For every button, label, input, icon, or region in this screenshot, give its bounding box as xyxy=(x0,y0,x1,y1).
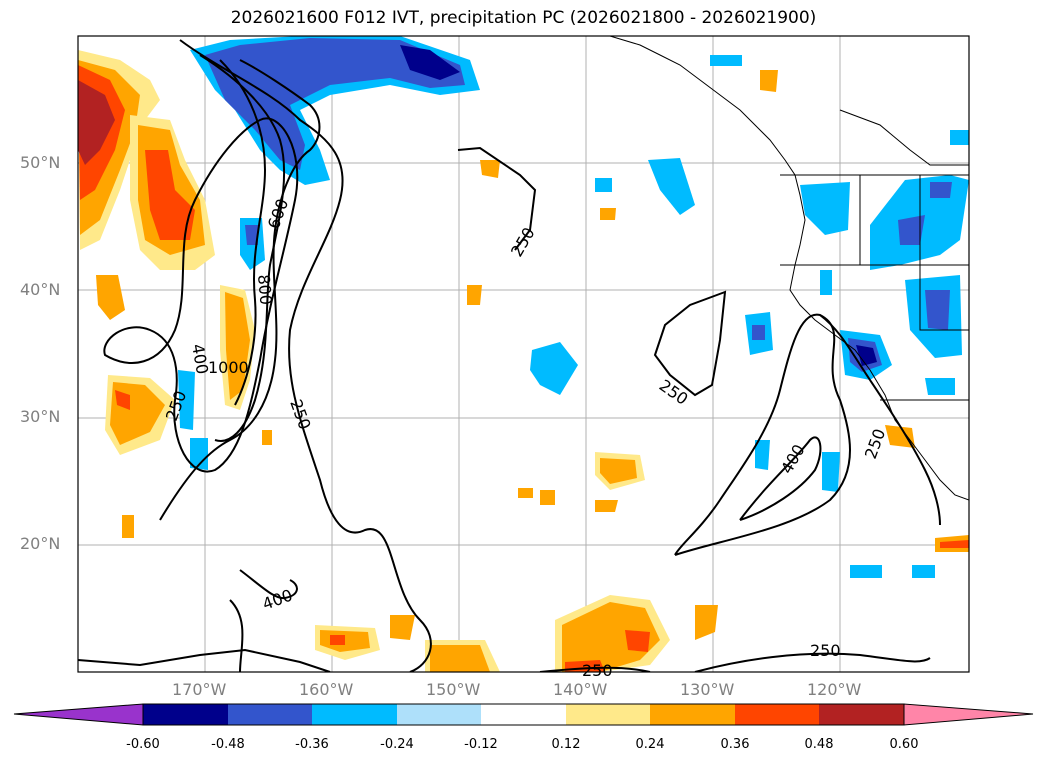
contour-label: 250 xyxy=(507,224,539,260)
colorbar-segment xyxy=(228,704,312,725)
contour-label: 800 xyxy=(254,274,276,306)
contour-250-south xyxy=(539,666,651,672)
colorbar-tick-label: -0.12 xyxy=(464,737,498,752)
contour-label: 250 xyxy=(286,397,314,432)
gridlines xyxy=(78,36,969,672)
canada-border xyxy=(839,109,969,166)
colorbar-extend-low xyxy=(14,704,143,725)
contour-label-group: 250 400 600 800 1000 250 250 400 250 250… xyxy=(162,196,889,680)
contour-250-mid-east xyxy=(653,290,727,397)
ivt-contours xyxy=(78,39,941,672)
colorbar-extend-high xyxy=(904,704,1033,725)
colorbar-tick-label: -0.36 xyxy=(295,737,329,752)
state-borders xyxy=(780,174,969,331)
colorbar-tick-label: 0.36 xyxy=(720,737,750,752)
colorbar-tick-label: 0.12 xyxy=(551,737,581,752)
lon-label-150w: 150°W xyxy=(426,680,481,699)
colorbar-tick-label: -0.60 xyxy=(126,737,160,752)
contour-250-southeast xyxy=(694,652,931,672)
colorbar-tick-label: 0.60 xyxy=(889,737,919,752)
lat-label-30n: 30°N xyxy=(20,407,61,426)
contour-label: 600 xyxy=(264,196,292,231)
lat-label-50n: 50°N xyxy=(20,153,61,172)
contour-lower-west xyxy=(229,599,244,672)
colorbar-tick-label: 0.48 xyxy=(804,737,834,752)
contour-400-west xyxy=(103,117,299,473)
contour-600 xyxy=(199,54,286,442)
colorbar-segment xyxy=(566,704,650,725)
colorbar-segment xyxy=(397,704,481,725)
lat-label-40n: 40°N xyxy=(20,280,61,299)
contour-label: 250 xyxy=(582,661,613,680)
contour-label: 1000 xyxy=(208,358,249,377)
contour-label: 250 xyxy=(861,426,889,461)
north-america-coast xyxy=(609,36,969,501)
contour-250-left xyxy=(179,39,432,672)
colorbar-segment xyxy=(650,704,735,725)
lon-label-120w: 120°W xyxy=(807,680,862,699)
colorbar-segment xyxy=(735,704,819,725)
contour-800 xyxy=(219,59,267,406)
map-frame xyxy=(77,35,970,673)
contour-label: 250 xyxy=(656,376,692,409)
colorbar-segment xyxy=(819,704,904,725)
lon-label-130w: 130°W xyxy=(680,680,735,699)
contour-400-east xyxy=(739,436,822,521)
map-title: 2026021600 F012 IVT, precipitation PC (2… xyxy=(230,8,817,28)
precip-positive-shading xyxy=(78,50,969,672)
colorbar-tick-label: -0.48 xyxy=(211,737,245,752)
lon-label-160w: 160°W xyxy=(299,680,354,699)
lon-label-140w: 140°W xyxy=(553,680,608,699)
colorbar xyxy=(13,703,1034,726)
contour-label: 250 xyxy=(810,641,841,660)
contour-400-south xyxy=(239,569,298,600)
colorbar-tick-label: -0.24 xyxy=(380,737,414,752)
colorbar-segment xyxy=(143,704,228,725)
colorbar-tick-label: 0.24 xyxy=(635,737,665,752)
colorbar-segment xyxy=(481,704,566,725)
contour-250-bottom xyxy=(78,648,331,672)
lon-label-170w: 170°W xyxy=(172,680,227,699)
coastlines xyxy=(609,36,969,501)
lat-label-20n: 20°N xyxy=(20,534,61,553)
colorbar-segment xyxy=(312,704,397,725)
contour-250-mid-north xyxy=(457,146,537,251)
